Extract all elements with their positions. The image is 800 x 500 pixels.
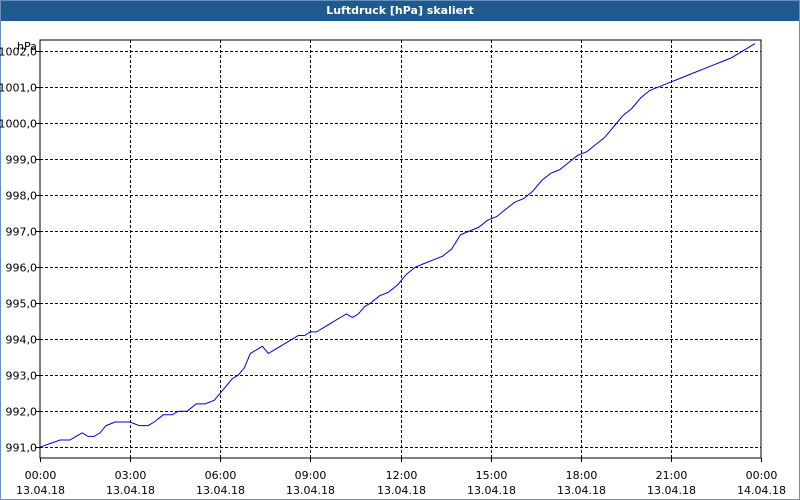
x-tick-date-label: 13.04.18 — [467, 484, 516, 497]
x-tick-date-label: 13.04.18 — [557, 484, 606, 497]
x-tick-time-label: 15:00 — [476, 469, 508, 482]
x-tick-time-label: 06:00 — [205, 469, 237, 482]
y-axis-unit-label: hPa — [17, 40, 37, 53]
x-tick-time-label: 12:00 — [386, 469, 418, 482]
x-tick-date-label: 13.04.18 — [647, 484, 696, 497]
y-tick-label: 998,0 — [6, 190, 38, 203]
x-tick-date-label: 13.04.18 — [377, 484, 426, 497]
x-tick-date-label: 14.04.18 — [737, 484, 786, 497]
grid-lines — [39, 39, 762, 459]
y-tick-label: 997,0 — [6, 226, 38, 239]
pressure-series-line — [39, 43, 756, 448]
y-tick-label: 993,0 — [6, 370, 38, 383]
y-tick-label: 996,0 — [6, 262, 38, 275]
x-tick-time-label: 03:00 — [115, 469, 147, 482]
y-tick-label: 1000,0 — [0, 118, 37, 131]
chart-title: Luftdruck [hPa] skaliert — [1, 1, 799, 21]
y-tick-label: 1002,0 — [0, 46, 37, 59]
x-tick-time-label: 18:00 — [566, 469, 598, 482]
x-tick-date-label: 13.04.18 — [16, 484, 65, 497]
x-tick-time-label: 00:00 — [746, 469, 778, 482]
y-tick-label: 991,0 — [6, 442, 38, 455]
y-tick-label: 992,0 — [6, 406, 38, 419]
y-axis-ticks: 991,0 992,0 993,0 994,0 995,0 996,0 997,0 998,0… — [0, 46, 40, 455]
y-tick-label: 1001,0 — [0, 82, 37, 95]
y-tick-label: 995,0 — [6, 298, 38, 311]
plot-area — [39, 43, 756, 448]
x-tick-date-label: 13.04.18 — [106, 484, 155, 497]
plot-border — [39, 39, 762, 459]
x-tick-time-label: 21:00 — [656, 469, 688, 482]
y-tick-label: 994,0 — [6, 334, 38, 347]
x-tick-date-label: 13.04.18 — [286, 484, 335, 497]
y-tick-label: 999,0 — [6, 154, 38, 167]
x-tick-time-label: 00:00 — [25, 469, 57, 482]
x-tick-date-label: 13.04.18 — [196, 484, 245, 497]
x-axis-ticks: 00:00 13.04.18 03:00 13.04.18 06:00 13.04.18 0… — [16, 458, 786, 497]
x-tick-time-label: 09:00 — [295, 469, 327, 482]
